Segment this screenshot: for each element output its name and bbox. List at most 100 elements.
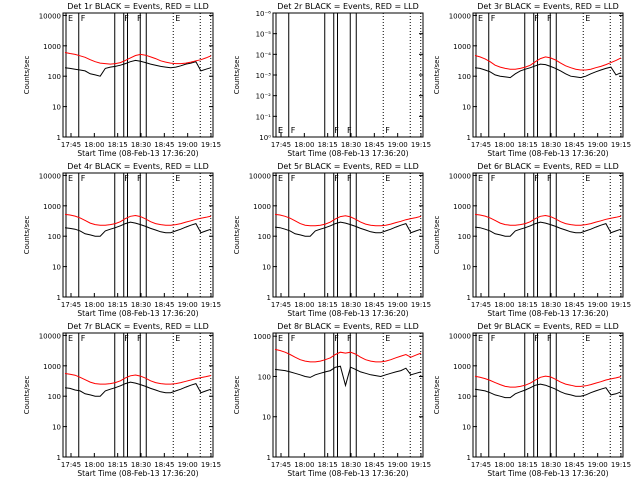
panel-title: Det 1r BLACK = Events, RED = LLD: [67, 2, 209, 11]
events-series-line: [274, 365, 422, 388]
plot-frame: [62, 172, 214, 298]
y-tick-label: 10: [262, 414, 271, 422]
x-tick-label: 18:00: [494, 301, 514, 309]
x-tick-label: 18:30: [541, 141, 561, 149]
events-series-line: [474, 383, 622, 399]
y-tick-label: 10⁻⁴: [256, 51, 272, 59]
lld-series-line: [64, 52, 212, 65]
detector-panel-9: Det 9r BLACK = Events, RED = LLD 1 10 100 10…: [433, 322, 631, 478]
y-axis-label: Counts/sec: [433, 56, 441, 95]
flag-label: E: [585, 174, 590, 183]
x-tick-label: 19:00: [588, 461, 608, 469]
x-tick-label: 18:15: [318, 301, 338, 309]
x-tick-label: 18:15: [318, 461, 338, 469]
panel-title: Det 4r BLACK = Events, RED = LLD: [67, 162, 209, 171]
flag-label: F: [291, 334, 296, 343]
y-axis-label: Counts/sec: [433, 376, 441, 415]
x-tick-label: 18:15: [518, 301, 538, 309]
flag-label: F: [334, 174, 339, 183]
x-tick-label: 18:45: [154, 141, 174, 149]
x-tick-label: 18:30: [341, 301, 361, 309]
y-axis-label: Counts/sec: [233, 216, 241, 255]
x-tick-label: 19:00: [388, 141, 408, 149]
flag-label: E: [278, 174, 283, 183]
detector-panel-4: Det 4r BLACK = Events, RED = LLD 1 10 100 10…: [23, 162, 221, 318]
y-tick-label: 1000: [43, 203, 61, 211]
y-tick-label: 1: [267, 454, 271, 462]
y-tick-label: 10000: [449, 12, 471, 20]
x-tick-label: 18:45: [564, 141, 584, 149]
y-tick-label: 10⁻²: [256, 93, 272, 101]
detector-panel-3: Det 3r BLACK = Events, RED = LLD 1 10 100 10…: [433, 2, 631, 158]
flag-label: F: [124, 334, 129, 343]
x-tick-label: 19:00: [588, 141, 608, 149]
detector-panel-8: Det 8r BLACK = Events, RED = LLD 1 10 100 10…: [233, 322, 431, 478]
plot-frame: [472, 172, 624, 298]
x-tick-label: 19:00: [178, 141, 198, 149]
y-tick-label: 1: [57, 294, 61, 302]
x-tick-label: 17:45: [471, 461, 491, 469]
flag-label: E: [68, 174, 73, 183]
x-tick-label: 19:15: [411, 301, 431, 309]
y-tick-label: 100: [258, 233, 271, 241]
y-tick-label: 100: [458, 393, 471, 401]
y-tick-label: 10: [262, 264, 271, 272]
flag-label: F: [291, 174, 296, 183]
x-tick-label: 18:00: [294, 141, 314, 149]
x-axis-label: Start Time (08-Feb-13 17:36:20): [77, 149, 198, 158]
y-tick-label: 10⁻³: [256, 72, 272, 80]
flag-label: F: [491, 334, 496, 343]
x-tick-label: 17:45: [471, 141, 491, 149]
x-tick-label: 18:15: [518, 141, 538, 149]
events-series-line: [64, 381, 212, 397]
lld-series-line: [64, 373, 212, 385]
flag-label: E: [278, 126, 283, 135]
flag-label: F: [291, 126, 296, 135]
x-tick-label: 18:45: [154, 461, 174, 469]
y-tick-label: 1: [267, 294, 271, 302]
lld-series-line: [64, 213, 212, 226]
x-axis-label: Start Time (08-Feb-13 17:36:20): [487, 469, 608, 478]
x-tick-label: 19:15: [201, 301, 221, 309]
y-tick-label: 10000: [39, 12, 61, 20]
flag-label: F: [81, 334, 86, 343]
flag-label: F: [124, 14, 129, 23]
x-tick-label: 18:00: [84, 301, 104, 309]
x-tick-label: 18:30: [541, 301, 561, 309]
plot-frame: [62, 12, 214, 138]
flag-label: F: [534, 174, 539, 183]
plot-frame: [272, 332, 424, 458]
flag-label: E: [68, 334, 73, 343]
lld-series-line: [474, 213, 622, 226]
y-axis-label: Counts/sec: [233, 56, 241, 95]
y-tick-label: 1: [467, 134, 471, 142]
panel-title: Det 6r BLACK = Events, RED = LLD: [477, 162, 619, 171]
x-tick-label: 18:30: [341, 141, 361, 149]
x-tick-label: 19:15: [411, 141, 431, 149]
flag-label: F: [347, 334, 352, 343]
y-tick-label: 1000: [453, 203, 471, 211]
x-tick-label: 18:30: [341, 461, 361, 469]
x-axis-label: Start Time (08-Feb-13 17:36:20): [287, 309, 408, 318]
x-tick-label: 19:00: [388, 301, 408, 309]
detector-panel-2: Det 2r BLACK = Events, RED = LLD 10⁰ 10⁻¹ 1…: [233, 2, 431, 158]
x-tick-label: 18:15: [108, 461, 128, 469]
flag-label: E: [385, 174, 390, 183]
x-tick-label: 19:15: [611, 301, 631, 309]
y-axis-label: Counts/sec: [23, 56, 31, 95]
lld-series-line: [474, 375, 622, 388]
x-axis-label: Start Time (08-Feb-13 17:36:20): [77, 309, 198, 318]
y-tick-label: 1: [57, 134, 61, 142]
flag-label: E: [68, 14, 73, 23]
y-tick-label: 10000: [449, 332, 471, 340]
y-tick-label: 100: [258, 373, 271, 381]
x-tick-label: 19:15: [411, 461, 431, 469]
events-series-line: [64, 59, 212, 77]
y-tick-label: 10: [462, 264, 471, 272]
panel-title: Det 8r BLACK = Events, RED = LLD: [277, 322, 419, 331]
x-tick-label: 19:15: [611, 141, 631, 149]
x-tick-label: 18:30: [131, 141, 151, 149]
flag-label: F: [137, 14, 142, 23]
x-tick-label: 17:45: [471, 301, 491, 309]
panel-title: Det 5r BLACK = Events, RED = LLD: [277, 162, 419, 171]
